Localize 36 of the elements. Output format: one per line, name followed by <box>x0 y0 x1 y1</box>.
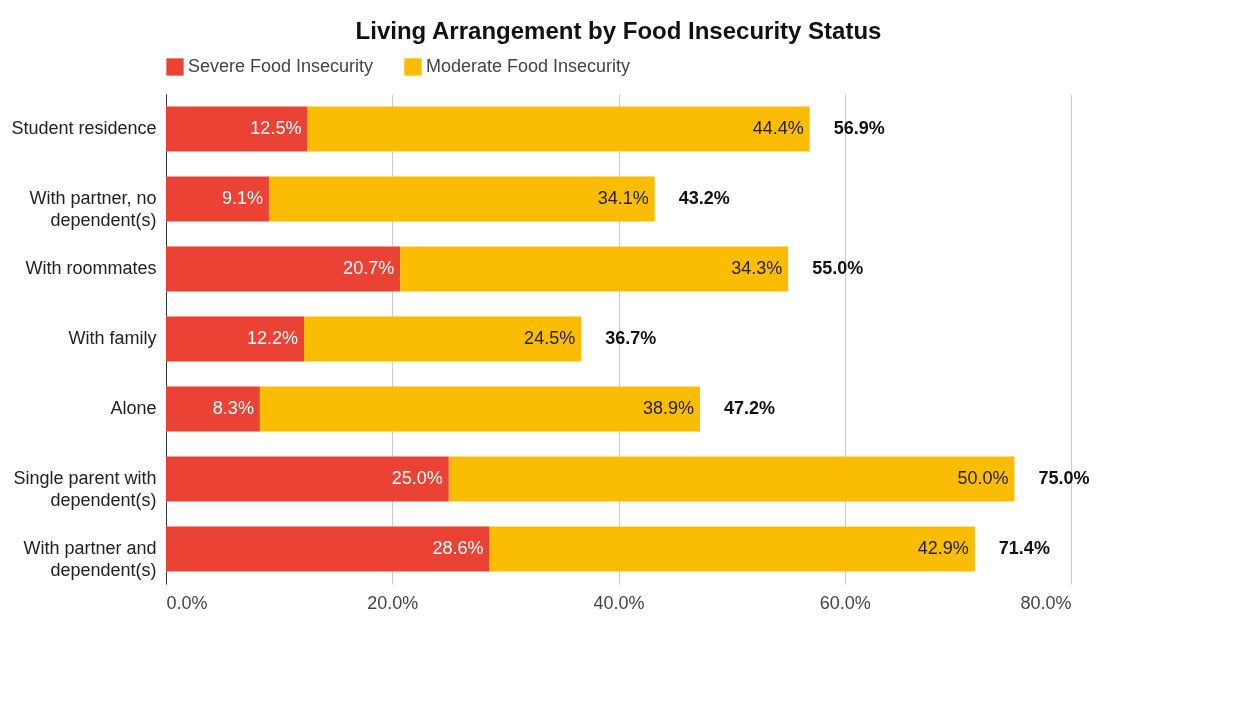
legend-label: Severe Food Insecurity <box>188 56 374 76</box>
data-label: 20.7% <box>343 258 395 278</box>
chart-title: Living Arrangement by Food Insecurity Status <box>355 17 882 44</box>
y-tick-label: Student residence <box>11 118 157 138</box>
data-label: 25.0% <box>391 468 443 488</box>
data-label: 9.1% <box>221 188 263 208</box>
y-tick-label: With partner, no dependent(s) <box>29 188 157 230</box>
data-label: 24.5% <box>524 328 576 348</box>
total-label: 56.9% <box>833 118 885 138</box>
data-label: 12.5% <box>250 118 302 138</box>
data-label: 34.1% <box>597 188 649 208</box>
total-label: 47.2% <box>723 398 775 418</box>
total-label: 43.2% <box>678 188 730 208</box>
y-tick-label: Alone <box>110 398 157 418</box>
x-tick-label: 40.0% <box>593 592 645 613</box>
total-label: 55.0% <box>812 258 864 278</box>
data-label: 34.3% <box>731 258 783 278</box>
x-tick-label: 60.0% <box>819 592 871 613</box>
data-label: 12.2% <box>246 328 299 348</box>
y-tick-label: With roommates <box>25 258 157 278</box>
y-tick-label: With partner and dependent(s) <box>23 538 157 580</box>
data-label: 8.3% <box>212 398 254 418</box>
x-tick-label: 80.0% <box>1020 592 1072 613</box>
total-label: 75.0% <box>1038 468 1090 488</box>
y-tick-label: With family <box>68 328 157 348</box>
data-label: 44.4% <box>752 118 804 138</box>
x-tick-label: 20.0% <box>367 592 419 613</box>
data-label: 28.6% <box>432 538 484 558</box>
data-label: 50.0% <box>957 468 1009 488</box>
y-tick-label: Single parent with dependent(s) <box>13 468 157 510</box>
data-label: 38.9% <box>642 398 694 418</box>
x-tick-label: 0.0% <box>166 592 208 613</box>
data-label: 42.9% <box>917 538 969 558</box>
total-label: 71.4% <box>998 538 1050 558</box>
legend-label: Moderate Food Insecurity <box>426 56 631 76</box>
total-label: 36.7% <box>605 328 657 348</box>
